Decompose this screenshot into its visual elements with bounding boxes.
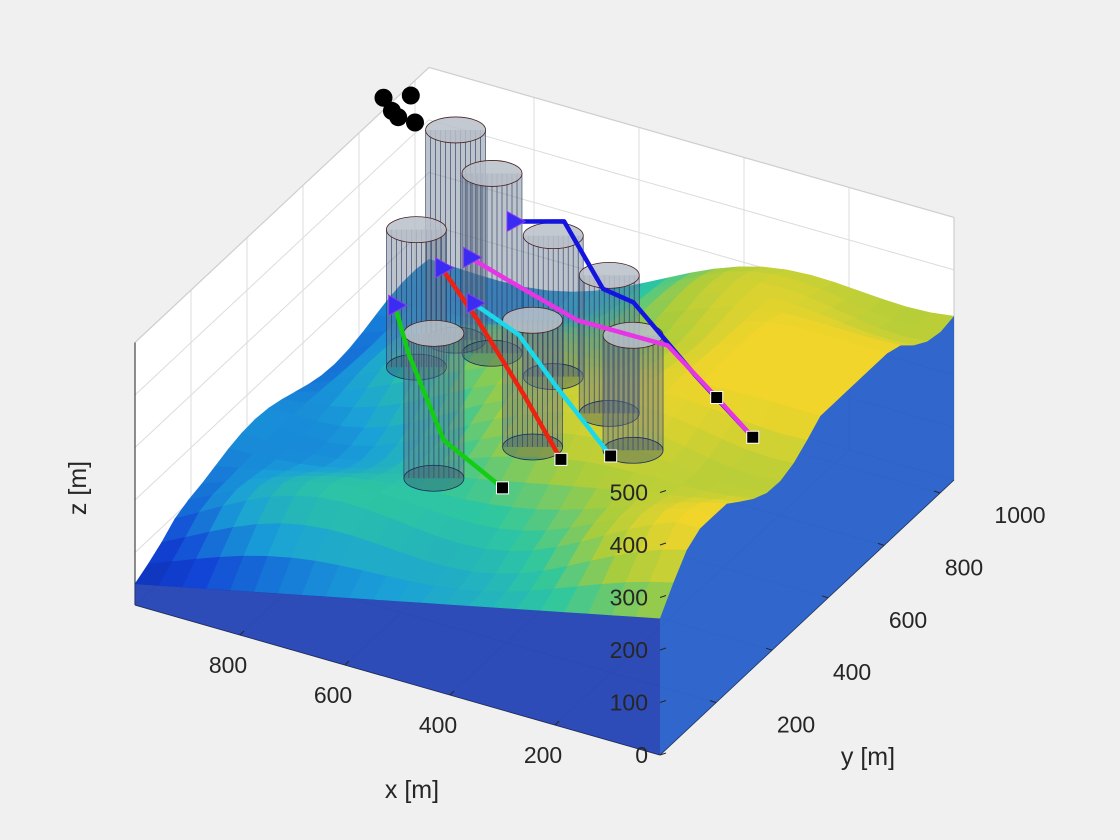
cylinder-top	[461, 160, 523, 187]
path-line	[470, 300, 613, 459]
obstacle-group	[385, 116, 664, 492]
start-marker	[746, 430, 760, 444]
z-tick	[659, 700, 667, 703]
path-group	[392, 219, 755, 491]
start-marker	[604, 449, 618, 463]
x-tick-label: 400	[419, 712, 457, 738]
cylinder-base	[602, 436, 664, 464]
obstacle-cylinder	[522, 222, 584, 390]
x-tick	[239, 630, 245, 636]
marker-group	[374, 86, 760, 495]
goal-marker	[463, 246, 483, 269]
goal-marker	[506, 210, 527, 233]
cylinder-top	[385, 216, 447, 244]
terrain-side-face	[660, 316, 954, 755]
z-tick	[659, 752, 667, 756]
black-point	[374, 88, 393, 107]
z-tick	[659, 595, 667, 598]
y-tick-label: 800	[945, 554, 983, 580]
y-tick	[709, 700, 717, 704]
start-marker	[554, 452, 568, 466]
x-tick	[554, 720, 560, 726]
z-tick-label: 0	[635, 742, 648, 768]
x-tick	[449, 690, 455, 696]
y-tick-label: 600	[889, 607, 927, 633]
obstacle-cylinder	[403, 319, 465, 492]
black-point	[406, 113, 424, 132]
x-tick-label: 200	[524, 742, 562, 768]
terrain-front-face	[135, 583, 660, 755]
x-tick	[344, 660, 350, 666]
black-point	[382, 101, 401, 120]
y-tick	[821, 595, 829, 599]
z-tick-label: 500	[610, 480, 648, 506]
y-tick-label: 400	[833, 659, 871, 685]
z-tick-label: 400	[610, 532, 648, 558]
y-tick-label: 1000	[994, 502, 1045, 528]
x-axis-label: x [m]	[385, 776, 439, 804]
y-axis-label: y [m]	[841, 743, 895, 771]
z-grid-line	[134, 119, 955, 396]
cylinder-base	[403, 464, 465, 492]
path-line	[439, 265, 564, 462]
cylinder-top	[403, 319, 465, 347]
z-axis-label: z [m]	[64, 461, 92, 515]
z-tick-label: 200	[610, 637, 648, 663]
cylinder-base	[522, 363, 584, 390]
y-tick	[765, 647, 773, 651]
z-tick-label: 100	[610, 690, 648, 716]
goal-marker	[388, 294, 408, 317]
y-tick-label: 200	[777, 712, 815, 738]
goal-marker	[435, 257, 455, 279]
path-line	[392, 303, 505, 491]
black-point	[401, 86, 420, 105]
back-wall-x	[135, 67, 429, 605]
y-tick	[877, 542, 885, 546]
tick-group: 0 100 200 300 400 500 200 400 600 800 200 400 600 800…	[209, 480, 1046, 769]
path-line	[467, 255, 755, 440]
start-marker	[496, 481, 509, 495]
start-marker	[710, 391, 724, 405]
cylinder-top	[425, 116, 487, 144]
x-tick-label: 600	[314, 682, 352, 708]
cylinder-top	[502, 306, 563, 334]
z-tick	[659, 542, 667, 546]
goal-marker	[466, 292, 487, 314]
z-tick	[659, 490, 667, 493]
y-tick	[933, 490, 941, 494]
x-tick-label: 800	[209, 652, 247, 678]
z-tick	[659, 647, 667, 651]
z-tick-label: 300	[610, 585, 648, 611]
top-edge	[134, 66, 955, 343]
cylinder-top	[578, 261, 640, 289]
